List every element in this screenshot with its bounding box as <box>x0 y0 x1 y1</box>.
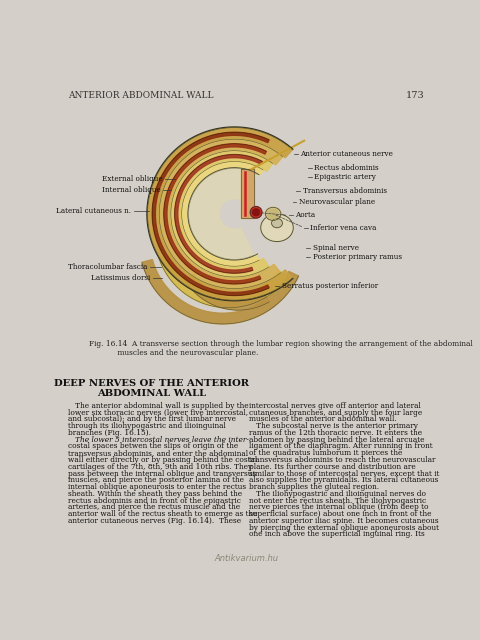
Text: by piercing the external oblique aponeurosis about: by piercing the external oblique aponeur… <box>249 524 439 532</box>
Text: Internal oblique: Internal oblique <box>102 186 161 194</box>
Text: not enter the rectus sheath. The iliohypogastric: not enter the rectus sheath. The iliohyp… <box>249 497 426 504</box>
Text: abdomen by passing behind the lateral arcuate: abdomen by passing behind the lateral ar… <box>249 436 425 444</box>
Text: External oblique: External oblique <box>102 175 163 183</box>
Polygon shape <box>164 144 266 284</box>
Text: Posterior primary ramus: Posterior primary ramus <box>312 253 402 261</box>
Text: wall either directly or by passing behind the costal: wall either directly or by passing behin… <box>68 456 257 464</box>
Text: Spinal nerve: Spinal nerve <box>312 244 359 252</box>
Text: Transversus abdominis: Transversus abdominis <box>302 187 386 195</box>
Text: Aorta: Aorta <box>295 211 315 220</box>
Text: Anterior cutaneous nerve: Anterior cutaneous nerve <box>300 150 393 158</box>
Text: costal spaces betwen the slips of origin of the: costal spaces betwen the slips of origin… <box>68 442 238 451</box>
Text: sheath. Within the sheath they pass behind the: sheath. Within the sheath they pass behi… <box>68 490 242 498</box>
Text: and subcostal); and by the first lumbar nerve: and subcostal); and by the first lumbar … <box>68 415 236 423</box>
Polygon shape <box>159 254 288 308</box>
Text: cutaneous branches, and supply the four large: cutaneous branches, and supply the four … <box>249 408 422 417</box>
Ellipse shape <box>272 218 282 228</box>
Ellipse shape <box>265 207 281 220</box>
Text: Fig. 16.14  A transverse section through the lumbar region showing the arrangeme: Fig. 16.14 A transverse section through … <box>89 340 473 348</box>
Text: transversus abdominis, and enter the abdominal: transversus abdominis, and enter the abd… <box>68 449 248 457</box>
Text: one inch above the superficial inguinal ring. Its: one inch above the superficial inguinal … <box>249 531 425 538</box>
Text: rectus abdominis and in front of the epigastric: rectus abdominis and in front of the epi… <box>68 497 240 504</box>
Text: Lateral cutaneous n.: Lateral cutaneous n. <box>56 207 132 215</box>
Text: Rectus abdominis: Rectus abdominis <box>314 164 379 172</box>
Text: Antikvarium.hu: Antikvarium.hu <box>214 554 278 563</box>
Text: Epigastric artery: Epigastric artery <box>314 173 376 181</box>
Text: pass between the internal oblique and transversus: pass between the internal oblique and tr… <box>68 470 256 477</box>
Ellipse shape <box>250 207 262 218</box>
Text: muscles, and pierce the posterior lamina of the: muscles, and pierce the posterior lamina… <box>68 476 244 484</box>
Text: branches (Fig. 16.15).: branches (Fig. 16.15). <box>68 429 151 437</box>
Text: muscles and the neurovascular plane.: muscles and the neurovascular plane. <box>89 349 259 356</box>
Text: DEEP NERVES OF THE ANTERIOR: DEEP NERVES OF THE ANTERIOR <box>54 380 249 388</box>
Text: intercostal nerves give off anterior and lateral: intercostal nerves give off anterior and… <box>249 402 421 410</box>
Polygon shape <box>171 151 273 277</box>
Polygon shape <box>152 132 269 296</box>
Text: lower six thoracic nerves (lower five intercostal,: lower six thoracic nerves (lower five in… <box>68 408 248 417</box>
Text: ANTERIOR ABDOMINAL WALL: ANTERIOR ABDOMINAL WALL <box>68 91 213 100</box>
Ellipse shape <box>267 209 279 218</box>
Polygon shape <box>240 169 254 218</box>
Ellipse shape <box>252 209 260 216</box>
Polygon shape <box>142 260 299 324</box>
Text: ramus of the 12th thoracic nerve. It enters the: ramus of the 12th thoracic nerve. It ent… <box>249 429 422 437</box>
Text: ABDOMINAL WALL: ABDOMINAL WALL <box>97 389 206 399</box>
Text: Latissimus dorsi: Latissimus dorsi <box>91 274 151 282</box>
Text: anterior cutaneous nerves (Fig. 16.14).  These: anterior cutaneous nerves (Fig. 16.14). … <box>68 517 241 525</box>
Text: ligament of the diaphragm. After running in front: ligament of the diaphragm. After running… <box>249 442 433 451</box>
Text: superficial surface) about one inch in front of the: superficial surface) about one inch in f… <box>249 510 432 518</box>
Text: The lower 5 intercostal nerves leave the inter-: The lower 5 intercostal nerves leave the… <box>68 436 249 444</box>
Text: The anterior abdominal wall is supplied by the: The anterior abdominal wall is supplied … <box>68 402 248 410</box>
Text: Inferior vena cava: Inferior vena cava <box>311 224 377 232</box>
Text: internal oblique aponeurosis to enter the rectus: internal oblique aponeurosis to enter th… <box>68 483 246 491</box>
Text: anterior superior iliac spine. It becomes cutaneous: anterior superior iliac spine. It become… <box>249 517 439 525</box>
Text: transversus abdominis to reach the neurovascular: transversus abdominis to reach the neuro… <box>249 456 436 464</box>
Polygon shape <box>175 155 263 273</box>
Text: through its iliohypogastric and ilioinguinal: through its iliohypogastric and ilioingu… <box>68 422 226 430</box>
Text: anterior wall of the rectus sheath to emerge as the: anterior wall of the rectus sheath to em… <box>68 510 257 518</box>
Ellipse shape <box>261 214 293 241</box>
Polygon shape <box>189 168 257 259</box>
Text: Serratus posterior inferior: Serratus posterior inferior <box>282 282 378 291</box>
Text: similar to those of intercostal nerves, except that it: similar to those of intercostal nerves, … <box>249 470 440 477</box>
Polygon shape <box>159 139 283 289</box>
Text: muscles of the anterior abdominal wall.: muscles of the anterior abdominal wall. <box>249 415 397 423</box>
Text: also supplies the pyramidalis. Its lateral cutaneous: also supplies the pyramidalis. Its later… <box>249 476 438 484</box>
Text: The subcostal nerve is the anterior primary: The subcostal nerve is the anterior prim… <box>249 422 418 430</box>
Text: branch supplies the gluteal region.: branch supplies the gluteal region. <box>249 483 379 491</box>
Polygon shape <box>184 274 269 310</box>
Text: The iliohypogastric and ilioinguinal nerves do: The iliohypogastric and ilioinguinal ner… <box>249 490 426 498</box>
Text: plane. Its further course and distribution are: plane. Its further course and distributi… <box>249 463 416 471</box>
Text: nerve pierces the internal oblique (from deep to: nerve pierces the internal oblique (from… <box>249 504 429 511</box>
Polygon shape <box>182 161 263 266</box>
Text: 173: 173 <box>406 91 424 100</box>
Polygon shape <box>148 127 292 300</box>
Text: cartilages of the 7th, 8th, 9th and 10th ribs. They: cartilages of the 7th, 8th, 9th and 10th… <box>68 463 252 471</box>
Text: Thoracolumbar fascia: Thoracolumbar fascia <box>68 263 147 271</box>
Text: Neurovascular plane: Neurovascular plane <box>299 198 375 206</box>
Text: arteries, and pierce the rectus muscle and the: arteries, and pierce the rectus muscle a… <box>68 504 240 511</box>
Text: of the quadratus lumborum it pierces the: of the quadratus lumborum it pierces the <box>249 449 402 457</box>
